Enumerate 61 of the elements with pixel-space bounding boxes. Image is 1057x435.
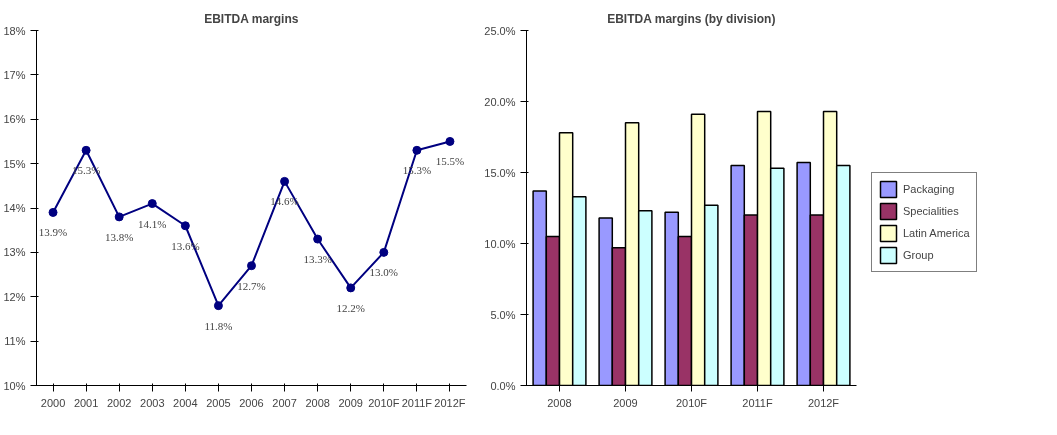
y-tick-label: 15% xyxy=(3,157,26,170)
y-tick-label: 10% xyxy=(3,379,26,392)
y-tick-label: 25.0% xyxy=(484,24,516,37)
x-tick-label: 2004 xyxy=(173,396,198,409)
data-label: 13.8% xyxy=(104,230,134,243)
x-tick-label: 2003 xyxy=(140,396,165,409)
point xyxy=(147,199,157,209)
x-tick-label: 2009 xyxy=(613,396,638,409)
data-label: 14.1% xyxy=(138,217,167,230)
point xyxy=(180,221,190,231)
data-label: 13.9% xyxy=(38,226,68,239)
point xyxy=(81,145,91,155)
legend-label: Specialities xyxy=(903,205,959,217)
x-tick-label: 2005 xyxy=(206,396,231,409)
x-tick-label: 2002 xyxy=(106,396,132,409)
y-tick-label: 16% xyxy=(3,113,26,126)
y-tick-label: 18% xyxy=(3,24,26,37)
y-tick-label: 12% xyxy=(3,290,26,303)
x-tick-label: 2000 xyxy=(40,396,66,409)
x-tick-label: 2012F xyxy=(434,396,466,409)
y-tick-label: 11% xyxy=(4,335,26,348)
x-tick-label: 2008 xyxy=(547,396,572,409)
point xyxy=(114,212,124,222)
data-label: 13.0% xyxy=(369,266,399,279)
legend-label: Packaging xyxy=(903,183,955,195)
y-tick-label: 10.0% xyxy=(484,237,516,250)
point xyxy=(247,261,256,271)
point xyxy=(412,145,422,155)
x-tick-label: 2012F xyxy=(807,396,840,409)
point xyxy=(48,207,58,217)
data-label: 13.3% xyxy=(303,253,332,266)
y-tick-label: 13% xyxy=(3,246,26,259)
x-tick-label: 2006 xyxy=(239,396,264,409)
point xyxy=(280,176,290,186)
legend-label: Group xyxy=(903,249,934,261)
point xyxy=(379,247,389,257)
y-tick-label: 20.0% xyxy=(484,95,516,108)
point xyxy=(346,283,356,293)
x-tick-label: 2007 xyxy=(272,396,297,409)
legend-label: Latin America xyxy=(903,227,970,239)
x-tick-label: 2010F xyxy=(675,396,708,409)
x-tick-label: 2008 xyxy=(305,396,330,409)
y-tick-label: 14% xyxy=(3,202,26,214)
y-tick-label: 15.0% xyxy=(484,166,516,179)
x-tick-label: 2010F xyxy=(368,396,400,409)
data-label: 11.8% xyxy=(204,319,233,332)
y-tick-label: 17% xyxy=(3,68,26,81)
data-label: 15.5% xyxy=(435,155,465,168)
x-tick-label: 2001 xyxy=(73,396,99,409)
point xyxy=(213,301,223,311)
x-tick-label: 2011F xyxy=(742,396,773,409)
x-tick-label: 2009 xyxy=(338,396,363,409)
point xyxy=(313,234,323,244)
y-tick-label: 0.0% xyxy=(490,379,516,392)
chart-title: EBITDA margins (by division) xyxy=(607,11,776,26)
x-tick-label: 2011F xyxy=(401,396,433,409)
data-label: 12.2% xyxy=(336,301,365,314)
y-tick-label: 5.0% xyxy=(490,308,516,321)
chart-title: EBITDA margins xyxy=(204,11,299,26)
data-label: 12.7% xyxy=(237,279,266,292)
point xyxy=(445,136,455,146)
